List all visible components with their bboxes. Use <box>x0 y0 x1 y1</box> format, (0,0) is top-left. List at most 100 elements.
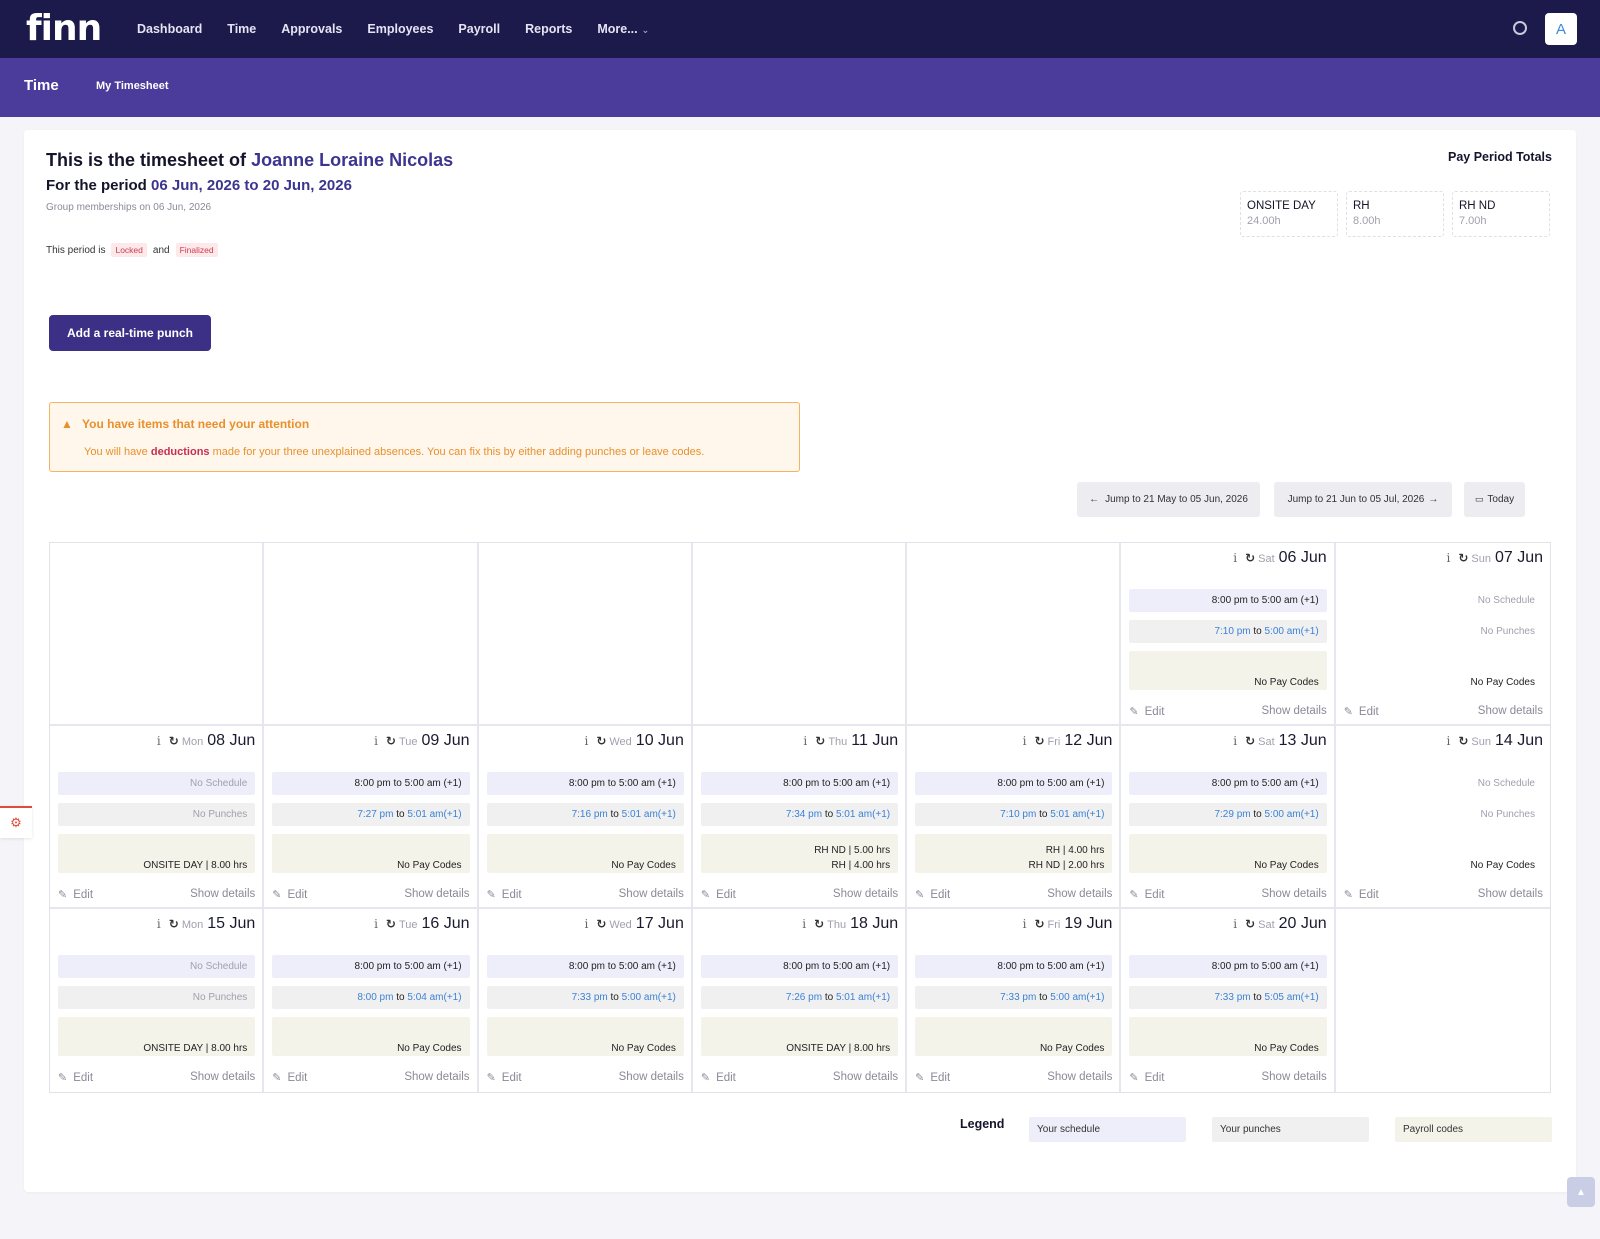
edit-link[interactable]: ✎ Edit <box>1129 1071 1164 1084</box>
refresh-icon[interactable]: ↻ <box>815 734 826 748</box>
show-details-link[interactable]: Show details <box>404 1071 470 1083</box>
punch-out-link[interactable]: 5:00 am(+1) <box>1264 626 1319 637</box>
info-icon[interactable]: i <box>1022 734 1027 748</box>
show-details-link[interactable]: Show details <box>1261 888 1327 900</box>
edit-link[interactable]: ✎ Edit <box>1344 705 1379 718</box>
info-icon[interactable]: i <box>374 734 378 748</box>
info-icon[interactable]: i <box>1233 551 1238 565</box>
refresh-icon[interactable]: ↻ <box>596 734 607 748</box>
info-icon[interactable]: i <box>584 917 589 931</box>
edit-link[interactable]: ✎ Edit <box>272 1071 307 1084</box>
refresh-icon[interactable]: ↻ <box>385 917 396 931</box>
punch-out-link[interactable]: 5:01 am(+1) <box>835 809 891 820</box>
show-details-link[interactable]: Show details <box>1047 888 1113 900</box>
punch-in-link[interactable]: 7:16 pm <box>571 809 608 820</box>
show-details-link[interactable]: Show details <box>404 888 470 900</box>
show-details-link[interactable]: Show details <box>832 888 899 900</box>
refresh-icon[interactable]: ↻ <box>385 734 396 748</box>
show-details-link[interactable]: Show details <box>832 1071 899 1083</box>
punch-in-link[interactable]: 7:27 pm <box>357 809 394 820</box>
punch-in-link[interactable]: 8:00 pm <box>357 992 394 1003</box>
edit-link[interactable]: ✎ Edit <box>1129 888 1164 901</box>
jump-prev-period-button[interactable]: ← Jump to 21 May to 05 Jun, 2026 <box>1077 482 1260 517</box>
info-icon[interactable]: i <box>156 917 161 931</box>
refresh-icon[interactable]: ↻ <box>1245 551 1256 565</box>
info-icon[interactable]: i <box>1446 551 1451 565</box>
refresh-icon[interactable]: ↻ <box>1034 734 1045 748</box>
nav-payroll[interactable]: Payroll <box>458 22 501 36</box>
punch-in-link[interactable]: 7:33 pm <box>571 992 608 1003</box>
edit-link[interactable]: ✎ Edit <box>915 888 950 901</box>
avatar[interactable]: A <box>1545 13 1577 45</box>
today-button[interactable]: ▭ Today <box>1464 482 1525 517</box>
edit-link[interactable]: ✎ Edit <box>701 888 736 901</box>
info-icon[interactable]: i <box>1233 917 1238 931</box>
punch-out-link[interactable]: 5:01 am(+1) <box>1050 809 1105 820</box>
tab-my-timesheet[interactable]: My Timesheet <box>96 80 169 92</box>
laravel-debug-icon[interactable]: ⚙ <box>0 806 32 838</box>
refresh-icon[interactable]: ↻ <box>1458 734 1469 748</box>
info-icon[interactable]: i <box>156 734 161 748</box>
info-icon[interactable]: i <box>1233 734 1238 748</box>
show-details-link[interactable]: Show details <box>190 888 256 900</box>
punch-in-link[interactable]: 7:34 pm <box>785 809 823 820</box>
show-details-link[interactable]: Show details <box>618 1071 684 1083</box>
finn-logo[interactable]: finn <box>26 8 102 49</box>
search-icon[interactable] <box>1513 21 1527 35</box>
edit-link[interactable]: ✎ Edit <box>1129 705 1164 718</box>
refresh-icon[interactable]: ↻ <box>596 917 607 931</box>
punch-out-link[interactable]: 5:05 am(+1) <box>1264 992 1319 1003</box>
refresh-icon[interactable]: ↻ <box>1245 917 1256 931</box>
refresh-icon[interactable]: ↻ <box>168 917 179 931</box>
edit-link[interactable]: ✎ Edit <box>272 888 307 901</box>
info-icon[interactable]: i <box>803 734 808 748</box>
nav-more[interactable]: More... ⌄ <box>597 22 649 36</box>
punch-out-link[interactable]: 5:01 am(+1) <box>621 809 676 820</box>
punch-in-link[interactable]: 7:10 pm <box>1214 626 1251 637</box>
edit-link[interactable]: ✎ Edit <box>58 888 93 901</box>
refresh-icon[interactable]: ↻ <box>168 734 179 748</box>
show-details-link[interactable]: Show details <box>1047 1071 1113 1083</box>
punch-out-link[interactable]: 5:01 am(+1) <box>407 809 462 820</box>
refresh-icon[interactable]: ↻ <box>814 917 825 931</box>
punch-out-link[interactable]: 5:00 am(+1) <box>1264 809 1319 820</box>
nav-dashboard[interactable]: Dashboard <box>137 22 203 36</box>
info-icon[interactable]: i <box>1022 917 1027 931</box>
punch-out-link[interactable]: 5:00 am(+1) <box>1050 992 1105 1003</box>
info-icon[interactable]: i <box>374 917 378 931</box>
nav-approvals[interactable]: Approvals <box>281 22 343 36</box>
jump-next-period-button[interactable]: Jump to 21 Jun to 05 Jul, 2026 → <box>1274 482 1452 517</box>
punch-in-link[interactable]: 7:29 pm <box>1214 809 1251 820</box>
scroll-to-top-button[interactable]: ▲ <box>1567 1177 1595 1207</box>
nav-time[interactable]: Time <box>227 22 257 36</box>
punch-out-link[interactable]: 5:00 am(+1) <box>621 992 676 1003</box>
punch-in-link[interactable]: 7:10 pm <box>1000 809 1037 820</box>
add-real-time-punch-button[interactable]: Add a real-time punch <box>49 315 211 351</box>
punch-in-link[interactable]: 7:33 pm <box>1000 992 1037 1003</box>
refresh-icon[interactable]: ↻ <box>1458 551 1469 565</box>
edit-link[interactable]: ✎ Edit <box>58 1071 93 1084</box>
nav-employees[interactable]: Employees <box>367 22 434 36</box>
edit-label: Edit <box>287 889 308 901</box>
refresh-icon[interactable]: ↻ <box>1034 917 1045 931</box>
edit-link[interactable]: ✎ Edit <box>487 1071 522 1084</box>
edit-link[interactable]: ✎ Edit <box>915 1071 950 1084</box>
show-details-link[interactable]: Show details <box>1477 888 1543 900</box>
info-icon[interactable]: i <box>584 734 589 748</box>
show-details-link[interactable]: Show details <box>1261 705 1327 717</box>
refresh-icon[interactable]: ↻ <box>1245 734 1256 748</box>
punch-in-link[interactable]: 7:33 pm <box>1214 992 1251 1003</box>
show-details-link[interactable]: Show details <box>190 1071 256 1083</box>
nav-reports[interactable]: Reports <box>525 22 573 36</box>
punch-out-link[interactable]: 5:01 am(+1) <box>835 992 891 1003</box>
show-details-link[interactable]: Show details <box>1261 1071 1327 1083</box>
info-icon[interactable]: i <box>1446 734 1451 748</box>
info-icon[interactable]: i <box>802 917 807 931</box>
edit-link[interactable]: ✎ Edit <box>487 888 522 901</box>
show-details-link[interactable]: Show details <box>618 888 684 900</box>
edit-link[interactable]: ✎ Edit <box>1344 888 1379 901</box>
show-details-link[interactable]: Show details <box>1477 705 1543 717</box>
punch-in-link[interactable]: 7:26 pm <box>785 992 823 1003</box>
punch-out-link[interactable]: 5:04 am(+1) <box>407 992 462 1003</box>
edit-link[interactable]: ✎ Edit <box>701 1071 736 1084</box>
